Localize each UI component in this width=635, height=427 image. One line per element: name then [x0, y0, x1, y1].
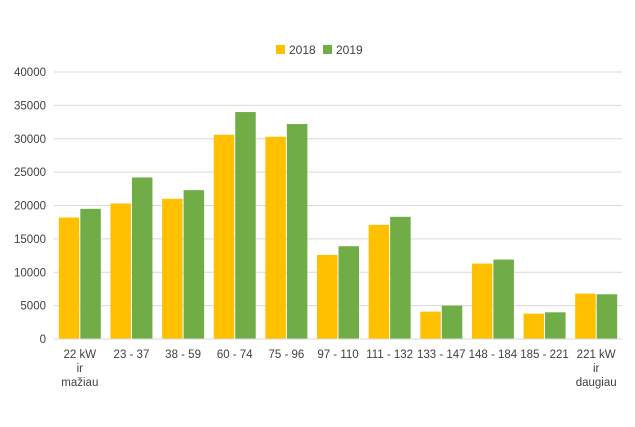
bar-2019-8: [493, 259, 514, 339]
bar-2019-5: [338, 246, 359, 339]
legend-label: 2019: [336, 43, 363, 57]
bar-group: [162, 190, 205, 339]
bar-2019-10: [596, 294, 618, 339]
y-axis: 0 5000 10000 15000 20000 25000 30000 35000 40000: [14, 67, 46, 346]
bar-2018-4: [265, 136, 286, 339]
bar-2018-2: [162, 198, 183, 339]
x-tick-label: 23 - 37: [114, 349, 150, 361]
bar-group: [575, 293, 618, 339]
x-tick-label-line: 111 - 132: [366, 349, 413, 361]
y-tick-label: 35000: [14, 100, 46, 112]
x-tick-label: 97 - 110: [317, 349, 358, 361]
bar-group: [213, 112, 256, 339]
bar-2018-1: [110, 203, 131, 339]
y-tick-label: 0: [40, 334, 46, 346]
x-tick-label-line: daugiau: [576, 377, 617, 389]
bar-group: [420, 305, 463, 339]
y-tick-label: 15000: [14, 234, 46, 246]
bar-2018-10: [575, 293, 596, 339]
bar-2018-9: [523, 313, 545, 339]
bar-2019-2: [183, 190, 205, 339]
bar-2019-4: [286, 124, 308, 339]
x-tick-label-line: 221 kW: [577, 349, 616, 361]
x-tick-label: 75 - 96: [268, 349, 304, 361]
x-tick-label-line: 148 - 184: [469, 349, 518, 361]
bar-2019-6: [390, 216, 411, 339]
x-tick-label-line: 23 - 37: [114, 349, 150, 361]
y-tick-label: 30000: [14, 134, 46, 146]
x-tick-label-line: 60 - 74: [217, 349, 253, 361]
x-axis: 22 kW ir mažiau 23 - 37 38 - 59 60 - 74 75 - 9…: [61, 349, 616, 389]
bar-2018-7: [420, 311, 441, 339]
bar-2019-9: [545, 312, 566, 339]
x-tick-label: 60 - 74: [217, 349, 253, 361]
bar-2018-5: [317, 254, 338, 339]
bar-2018-6: [368, 224, 390, 339]
legend-item-2019: 2019: [323, 43, 363, 57]
x-tick-label-line: 97 - 110: [317, 349, 358, 361]
y-tick-label: 25000: [14, 167, 46, 179]
x-tick-label-line: ir: [77, 363, 84, 375]
legend-item-2018: 2018: [276, 43, 316, 57]
y-tick-label: 20000: [14, 201, 46, 213]
x-tick-label: 148 - 184: [469, 349, 518, 361]
x-tick-label: 185 - 221: [520, 349, 569, 361]
x-tick-label: 111 - 132: [366, 349, 413, 361]
y-tick-label: 40000: [14, 67, 46, 79]
bar-2019-0: [80, 208, 101, 339]
bar-group: [368, 216, 411, 339]
bars: [58, 112, 618, 339]
bar-2019-7: [441, 305, 463, 339]
bar-2019-3: [235, 112, 256, 339]
x-tick-label: 38 - 59: [165, 349, 201, 361]
legend: 2018 2019: [276, 43, 363, 57]
bar-2018-3: [213, 134, 235, 339]
x-tick-label: 133 - 147: [417, 349, 466, 361]
x-tick-label: 22 kW ir mažiau: [61, 349, 98, 389]
bar-group: [58, 208, 101, 339]
x-tick-label-line: mažiau: [61, 377, 98, 389]
legend-swatch: [323, 45, 332, 54]
legend-label: 2018: [289, 43, 316, 57]
legend-swatch: [276, 45, 285, 54]
bar-2018-8: [471, 263, 493, 339]
bar-2018-0: [58, 217, 80, 339]
y-tick-label: 10000: [14, 267, 46, 279]
x-tick-label-line: 133 - 147: [417, 349, 466, 361]
y-tick-label: 5000: [20, 301, 46, 313]
bar-group: [317, 246, 359, 339]
x-tick-label-line: ir: [593, 363, 600, 375]
bar-group: [265, 124, 308, 339]
x-tick-label-line: 38 - 59: [165, 349, 201, 361]
bar-group: [110, 177, 153, 339]
x-tick-label-line: 185 - 221: [520, 349, 569, 361]
x-tick-label-line: 22 kW: [64, 349, 97, 361]
x-tick-label-line: 75 - 96: [268, 349, 304, 361]
x-tick-label: 221 kW ir daugiau: [576, 349, 617, 389]
bar-group: [471, 259, 514, 339]
bar-2019-1: [131, 177, 153, 339]
bar-group: [523, 312, 566, 339]
